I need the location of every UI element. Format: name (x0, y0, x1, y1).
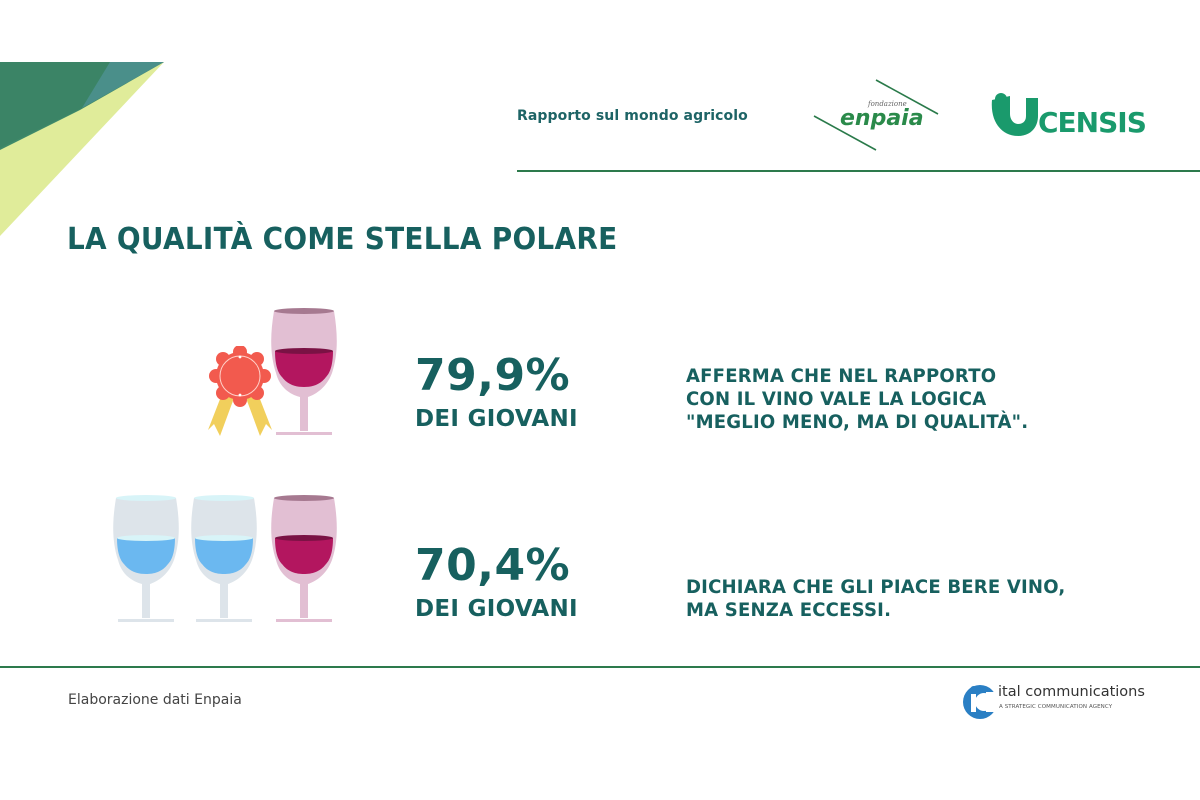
header-divider (517, 170, 1200, 172)
enpaia-logo: fondazione enpaia (810, 78, 945, 154)
description-line: MA SENZA ECCESSI. (686, 599, 892, 621)
page-title: LA QUALITÀ COME STELLA POLARE (67, 222, 618, 257)
source-note: Elaborazione dati Enpaia (68, 692, 242, 708)
corner-decoration (0, 62, 164, 236)
ital-communications-logo: ital communications A STRATEGIC COMMUNIC… (962, 680, 1145, 722)
description-line: "MEGLIO MENO, MA DI QUALITÀ". (686, 411, 1029, 433)
ital-tagline: A STRATEGIC COMMUNICATION AGENCY (999, 704, 1113, 710)
award-rosette-icon (208, 346, 272, 436)
stat-label: DEI GIOVANI (415, 406, 578, 432)
stat-percent: 70,4% (415, 540, 571, 591)
enpaia-logo-name: enpaia (840, 106, 924, 131)
ic-mark-icon (963, 685, 998, 719)
red-wine-glass-icon (271, 495, 337, 622)
stat-description: AFFERMA CHE NEL RAPPORTO CON IL VINO VAL… (686, 365, 1028, 434)
description-line: AFFERMA CHE NEL RAPPORTO (686, 365, 997, 387)
stat-label: DEI GIOVANI (415, 596, 578, 622)
stat-percent: 79,9% (415, 350, 571, 401)
water-glass-icon (113, 495, 179, 622)
water-glass-icon (191, 495, 257, 622)
report-subtitle: Rapporto sul mondo agricolo (517, 108, 748, 124)
stat-2-block: 70,4% DEI GIOVANI (415, 544, 578, 621)
enpaia-logo-small: fondazione (868, 100, 907, 108)
censis-mark-icon (991, 93, 1038, 136)
footer-divider (0, 666, 1200, 668)
red-wine-glass-icon (271, 308, 337, 435)
stat-description: DICHIARA CHE GLI PIACE BERE VINO, MA SEN… (686, 576, 1065, 622)
ital-name: ital communications (998, 684, 1145, 700)
description-line: DICHIARA CHE GLI PIACE BERE VINO, (686, 576, 1066, 598)
stat-1-block: 79,9% DEI GIOVANI (415, 354, 578, 431)
censis-logo: CENSIS (988, 92, 1147, 142)
censis-logo-name: CENSIS (1038, 106, 1147, 139)
description-line: CON IL VINO VALE LA LOGICA (686, 388, 987, 410)
